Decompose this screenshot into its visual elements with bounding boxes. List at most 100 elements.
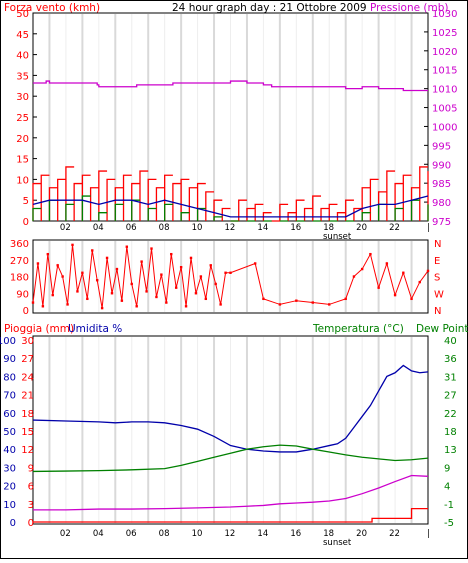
wind-axis-title: Forza vento (kmh)	[4, 2, 100, 14]
direction-degree-tick-label: 270	[10, 256, 29, 267]
direction-point	[81, 271, 84, 274]
rain-tick-label: 30	[21, 336, 34, 347]
temperature-tick-label: 9	[444, 463, 450, 474]
direction-point	[41, 305, 45, 308]
wind-speed-tick-label: 50	[16, 9, 29, 20]
direction-point	[204, 297, 208, 301]
pressure-tick-label: 990	[432, 160, 451, 171]
wind-speed-tick-label: 45	[16, 30, 29, 41]
humidity-tick-label: 0	[10, 518, 16, 529]
x-tick-label: 04	[93, 223, 104, 233]
direction-point	[209, 264, 212, 267]
temperature-tick-label: 13	[444, 445, 457, 456]
direction-point	[135, 305, 138, 308]
x-tick-label: 06	[126, 223, 137, 233]
humidity-tick-label: 60	[3, 409, 16, 420]
direction-point	[199, 275, 203, 278]
rain-tick-label: 3	[28, 500, 34, 511]
direction-point	[385, 262, 389, 265]
direction-point	[369, 252, 372, 256]
series-umidita-	[32, 364, 429, 453]
temperature-tick-label: 4	[444, 482, 450, 493]
wind-speed-tick-label: 0	[23, 217, 29, 228]
pressure-tick-label: 995	[432, 141, 451, 152]
series-wind-avg	[32, 195, 429, 222]
series-pressione-mb-	[33, 80, 428, 92]
x-tick-label: 02	[60, 529, 71, 539]
humidity-tick-label: 10	[3, 500, 16, 511]
rain-tick-label: 18	[21, 409, 34, 420]
direction-point	[105, 256, 109, 260]
pressure-tick-label: 1010	[432, 85, 457, 96]
direction-point	[402, 271, 405, 274]
direction-degree-tick-label: 90	[16, 289, 29, 300]
humidity-tick-label: 40	[3, 445, 16, 456]
x-tick-label: 06	[126, 529, 137, 539]
direction-point	[95, 279, 99, 282]
rain-tick-label: 9	[28, 463, 34, 474]
direction-point	[170, 252, 173, 256]
wind-speed-tick-label: 25	[16, 113, 29, 124]
humidity-tick-label: 80	[3, 372, 16, 383]
wind-speed-tick-label: 5	[23, 196, 29, 207]
direction-compass-tick-label: N	[434, 239, 441, 250]
temperature-tick-label: 27	[444, 391, 457, 402]
rain-tick-label: 0	[28, 518, 34, 529]
direction-point	[418, 280, 421, 284]
axis-layer: 0510152025303540455097598098599099510001…	[0, 9, 457, 529]
temperature-tick-label: 22	[444, 409, 457, 420]
direction-point	[150, 247, 153, 250]
series-temperatura-c-	[32, 444, 429, 473]
temperature-tick-label: -1	[444, 500, 454, 511]
direction-point	[253, 262, 257, 265]
direction-compass-tick-label: E	[434, 256, 440, 267]
series-layer	[31, 80, 430, 523]
wind-speed-tick-label: 20	[16, 134, 29, 145]
x-tick-label: 02	[60, 223, 71, 233]
direction-point	[160, 273, 163, 276]
direction-point	[36, 262, 40, 265]
direction-point	[61, 275, 64, 278]
temperature-tick-label: 18	[444, 427, 457, 438]
x-tick-label: 10	[192, 223, 203, 233]
pressure-tick-label: 1015	[432, 66, 457, 77]
x-tick-label: |	[427, 529, 430, 539]
x-tick-label: 08	[159, 529, 170, 539]
x-tick-label: 14	[257, 529, 268, 539]
x-tick-label: 20	[356, 529, 367, 539]
humidity-tick-label: 20	[3, 482, 16, 493]
direction-degree-tick-label: 0	[23, 306, 29, 317]
pressure-tick-label: 1005	[432, 104, 457, 115]
direction-point	[184, 305, 188, 308]
sunset-annotation-bottom: sunset	[323, 538, 352, 548]
direction-point	[295, 299, 298, 302]
rain-tick-label: 12	[21, 445, 34, 456]
rain-tick-label: 6	[28, 482, 34, 493]
pressure-tick-label: 1030	[432, 9, 457, 20]
direction-point	[125, 245, 129, 248]
direction-point	[100, 306, 104, 310]
direction-point	[278, 303, 282, 306]
direction-point	[130, 282, 133, 286]
direction-degree-tick-label: 180	[10, 273, 29, 284]
direction-point	[179, 265, 183, 269]
x-tick-label: 08	[159, 223, 170, 233]
direction-point	[194, 292, 198, 295]
wind-speed-tick-label: 40	[16, 51, 29, 62]
x-tick-label: 12	[225, 529, 236, 539]
x-tick-label: |	[427, 223, 430, 233]
direction-point	[110, 292, 114, 295]
direction-point	[140, 260, 143, 263]
direction-point	[344, 297, 347, 301]
series-wind-direction	[32, 244, 429, 309]
x-tick-label: 22	[389, 223, 400, 233]
direction-point	[377, 286, 380, 289]
direction-point	[46, 252, 50, 256]
series-pioggia-mm-	[33, 508, 428, 523]
direction-point	[229, 271, 232, 274]
rain-tick-label: 24	[21, 372, 34, 383]
x-tick-label: 10	[192, 529, 203, 539]
direction-compass-tick-label: W	[434, 289, 444, 300]
x-tick-label: 16	[290, 223, 301, 233]
